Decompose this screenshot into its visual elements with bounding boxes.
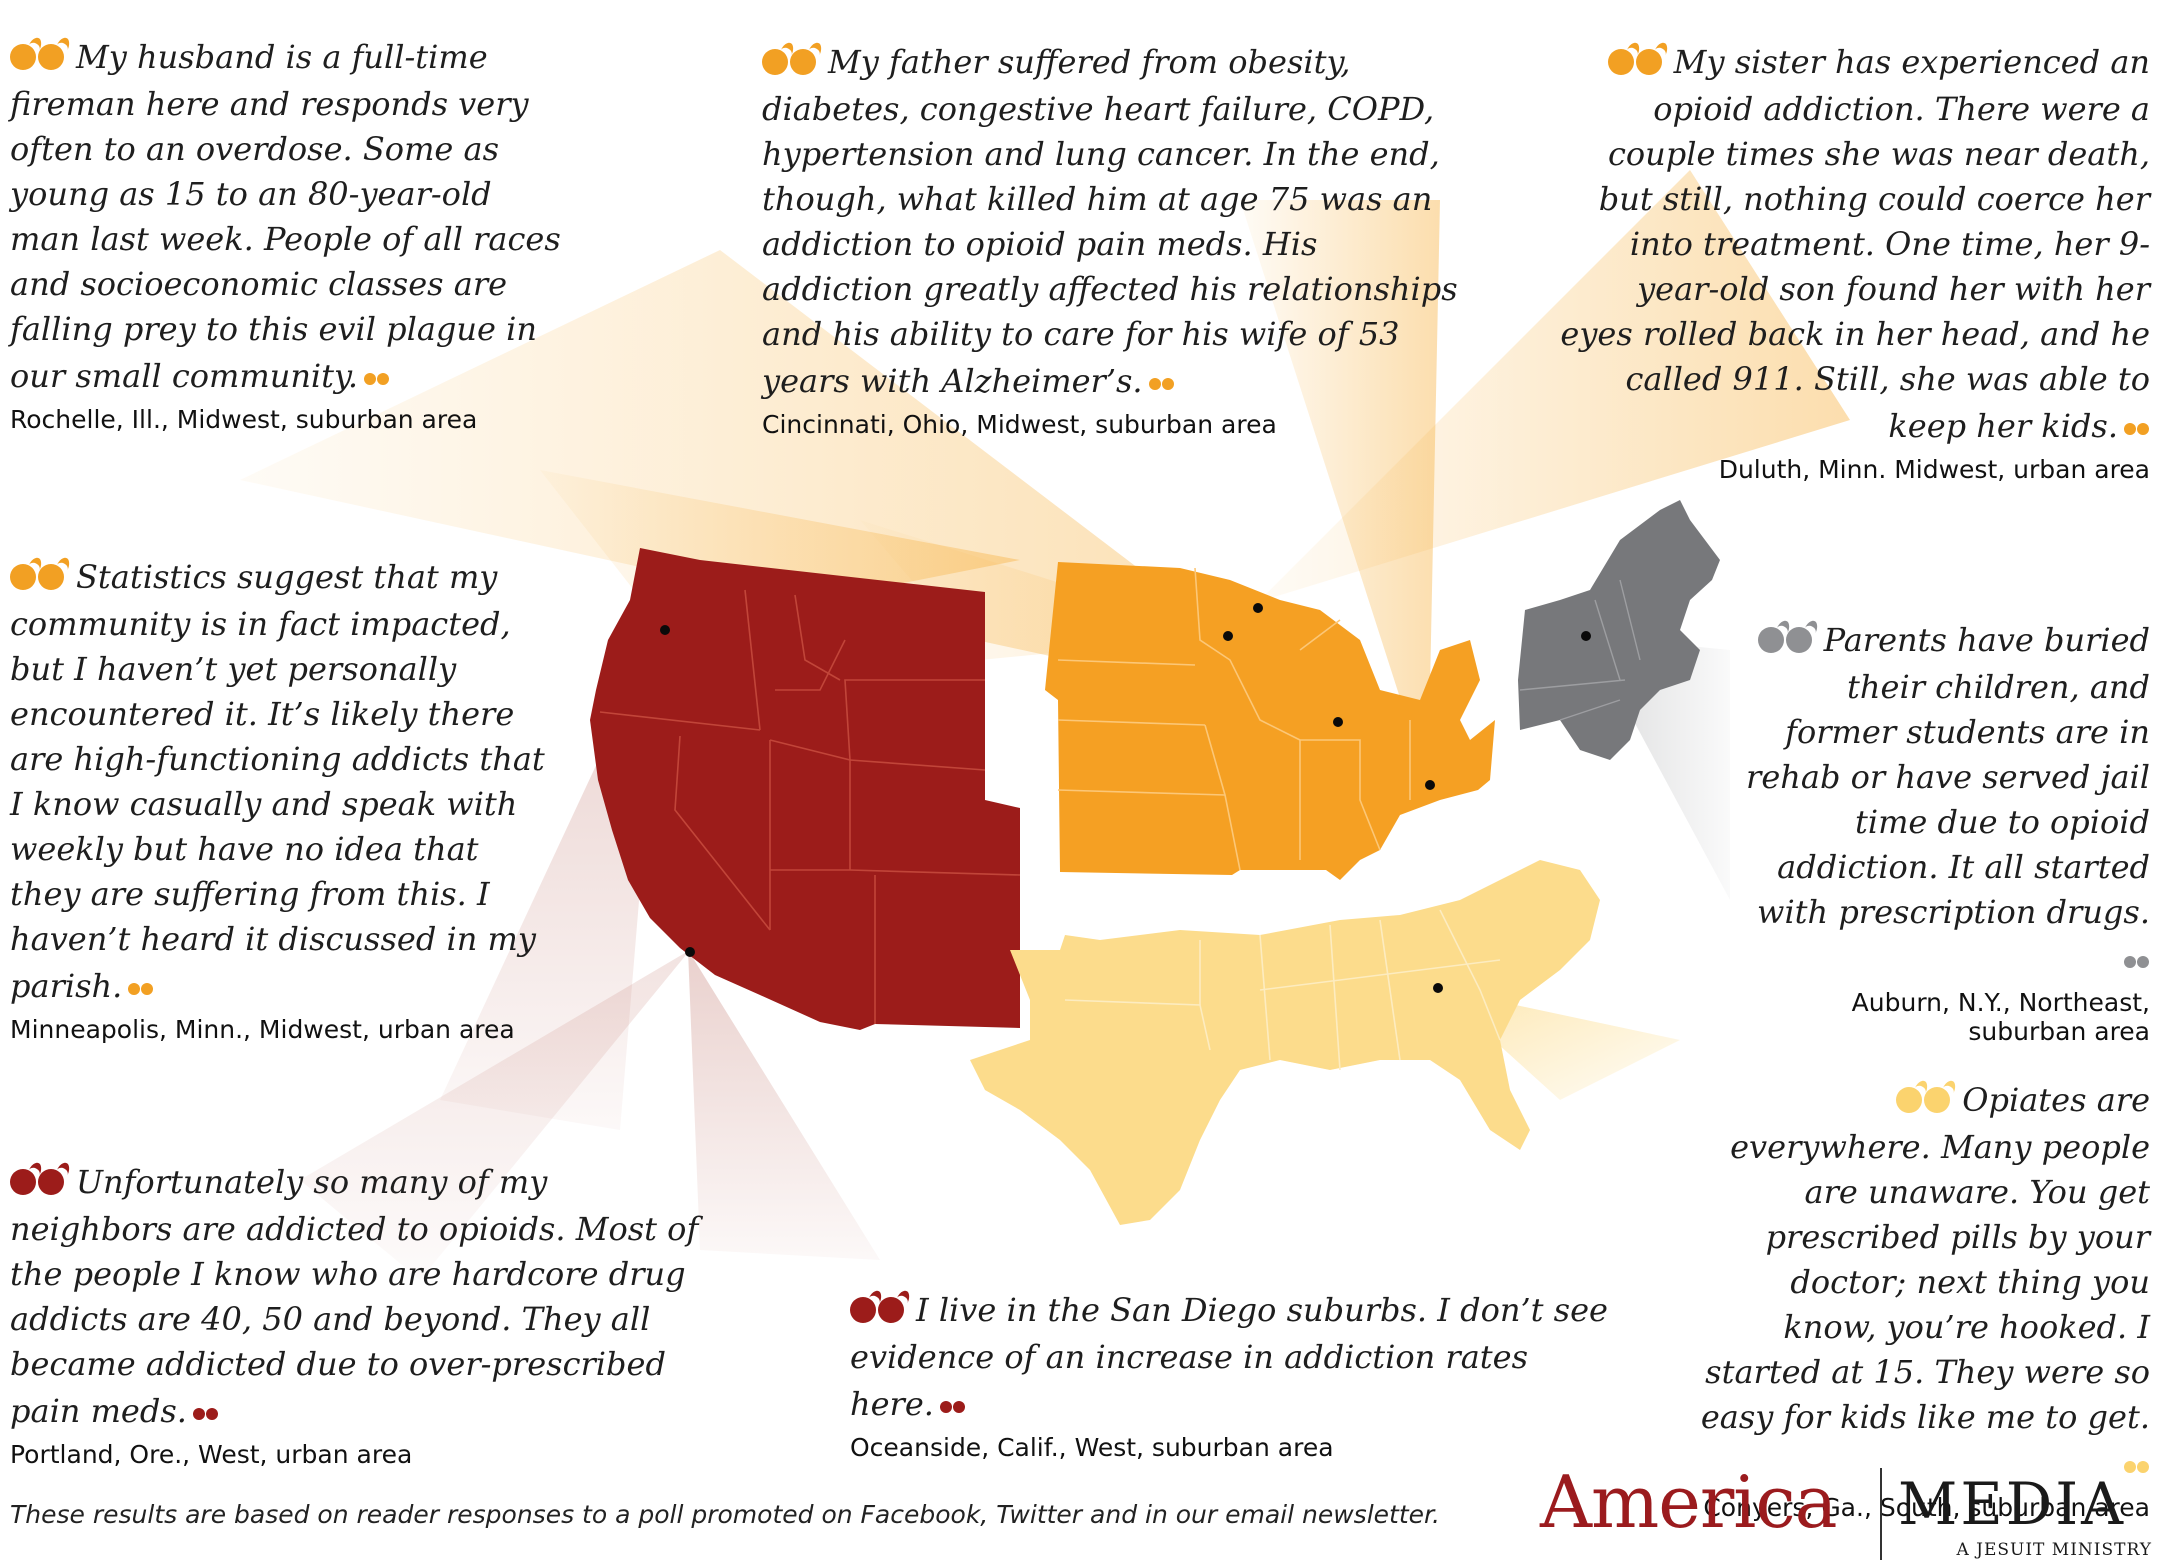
quote-location: Duluth, Minn. Midwest, urban area	[1718, 455, 2150, 484]
midwest-region-shape	[1045, 562, 1495, 880]
location-dots	[660, 603, 1591, 993]
location-dot-icon	[1433, 983, 1443, 993]
quote-location: Portland, Ore., West, urban area	[10, 1440, 413, 1469]
quote-location: Conyers, Ga., South, suburban area	[1703, 1493, 2150, 1522]
quote-text: Opiates are everywhere. Many people are …	[1700, 1081, 2150, 1436]
region-south	[970, 860, 1600, 1225]
logo-tagline: A JESUIT MINISTRY	[1956, 1540, 2152, 1560]
quote-close-icon	[192, 1387, 219, 1432]
location-dot-icon	[1581, 631, 1591, 641]
quote-open-icon	[762, 42, 818, 87]
quote-open-icon	[1896, 1080, 1952, 1125]
location-dot-icon	[1223, 631, 1233, 641]
quote-close-icon	[2124, 935, 2150, 980]
region-west	[590, 548, 1021, 1030]
quote-location: Auburn, N.Y., Northeast, suburban area	[1851, 988, 2150, 1046]
location-dot-icon	[660, 625, 670, 635]
quote-open-icon	[1607, 42, 1664, 87]
quote-text: My father suffered from obesity, diabete…	[762, 43, 1458, 400]
quote-open-icon	[850, 1290, 906, 1335]
ray-cincinnati	[1240, 200, 1440, 785]
quote-text: Statistics suggest that my community is …	[10, 558, 545, 1005]
quote-location: Oceanside, Calif., West, suburban area	[850, 1433, 1334, 1462]
quote-portland: Unfortunately so many of my neighbors ar…	[10, 1160, 710, 1469]
quote-text: Parents have buried their children, and …	[1746, 621, 2150, 931]
quote-text: My husband is a full-time fireman here a…	[10, 38, 561, 395]
america-media-logo: America MEDIA A JESUIT MINISTRY	[1540, 1460, 2152, 1560]
logo-brand: America	[1540, 1460, 1838, 1544]
quote-open-icon	[10, 557, 66, 602]
ray-duluth	[1258, 170, 1850, 602]
location-dot-icon	[1333, 717, 1343, 727]
quote-open-icon	[1757, 620, 1814, 665]
northeast-region-shape	[1518, 500, 1720, 760]
quote-text: My sister has experienced an opioid addi…	[1560, 43, 2150, 445]
quote-location: Minneapolis, Minn., Midwest, urban area	[10, 1015, 515, 1044]
footnote: These results are based on reader respon…	[10, 1500, 1440, 1529]
quote-text: I live in the San Diego suburbs. I don’t…	[850, 1291, 1608, 1423]
quote-open-icon	[10, 1162, 66, 1207]
logo-media: MEDIA	[1898, 1470, 2127, 1538]
location-dot-icon	[1425, 780, 1435, 790]
region-northeast	[1518, 500, 1720, 760]
region-midwest	[1045, 562, 1495, 880]
quote-close-icon	[1148, 357, 1175, 402]
quote-rochelle: My husband is a full-time fireman here a…	[10, 35, 570, 434]
ray-oceanside	[688, 950, 880, 1260]
west-region-shape	[590, 548, 1020, 1030]
quote-open-icon	[10, 37, 66, 82]
ray-oceanside-2	[300, 950, 690, 1280]
quote-location: Cincinnati, Ohio, Midwest, suburban area	[762, 410, 1277, 439]
quote-location: Rochelle, Ill., Midwest, suburban area	[10, 405, 478, 434]
logo-divider	[1880, 1468, 1882, 1560]
quote-auburn: Parents have buried their children, and …	[1740, 618, 2150, 1046]
quote-duluth: My sister has experienced an opioid addi…	[1560, 40, 2150, 484]
quote-close-icon	[939, 1380, 966, 1425]
location-dot-icon	[685, 947, 695, 957]
quote-close-icon	[2124, 402, 2150, 447]
quote-oceanside: I live in the San Diego suburbs. I don’t…	[850, 1288, 1620, 1462]
location-dot-icon	[1253, 603, 1263, 613]
quote-close-icon	[2124, 1440, 2150, 1485]
quote-close-icon	[128, 962, 154, 1007]
quote-close-icon	[364, 352, 390, 397]
quote-minneapolis: Statistics suggest that my community is …	[10, 555, 550, 1044]
quote-cincinnati: My father suffered from obesity, diabete…	[762, 40, 1462, 439]
quote-text: Unfortunately so many of my neighbors ar…	[10, 1163, 699, 1430]
south-region-shape	[970, 860, 1600, 1225]
quote-conyers: Opiates are everywhere. Many people are …	[1690, 1078, 2150, 1522]
